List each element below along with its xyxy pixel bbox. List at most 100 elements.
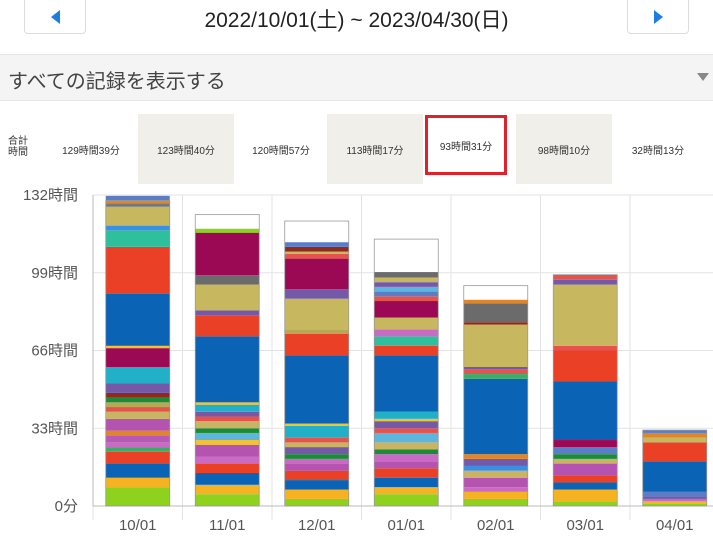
bar-segment bbox=[195, 440, 260, 445]
bar-segment bbox=[284, 242, 349, 247]
bar-segment bbox=[105, 451, 170, 464]
x-tick-label: 11/01 bbox=[209, 517, 245, 534]
bar-segment bbox=[463, 477, 528, 488]
bar-segment bbox=[374, 345, 439, 356]
bar-segment bbox=[374, 355, 439, 412]
bar-outline bbox=[552, 274, 618, 507]
x-tick-label: 03/01 bbox=[566, 517, 604, 534]
bar-segment bbox=[553, 458, 618, 464]
total-cell-3[interactable]: 120時間57分 bbox=[252, 145, 310, 157]
bar-segment bbox=[374, 329, 439, 337]
bar-segment bbox=[463, 322, 528, 325]
bar-segment bbox=[374, 442, 439, 450]
bar-segment bbox=[284, 489, 349, 499]
bar-segment bbox=[195, 463, 260, 474]
bar-segment bbox=[642, 496, 707, 499]
bar-segment bbox=[553, 279, 618, 285]
bar-segment bbox=[553, 284, 618, 346]
y-tick-label: 66時間 bbox=[31, 343, 78, 360]
bar-segment bbox=[374, 277, 439, 283]
bar-segment bbox=[553, 447, 618, 455]
bar-segment bbox=[553, 274, 618, 280]
total-cell-4[interactable]: 113時間17分 bbox=[327, 114, 423, 184]
bar-segment bbox=[105, 392, 170, 398]
bar-segment bbox=[195, 404, 260, 412]
bar-segment bbox=[195, 284, 260, 311]
total-cell-5[interactable]: 93時間31分 bbox=[425, 115, 507, 175]
bar-segment bbox=[553, 350, 618, 382]
y-tick-label: 0分 bbox=[55, 498, 78, 515]
bar-segment bbox=[105, 203, 170, 207]
header-bar: 2022/10/01(土) ~ 2023/04/30(日) bbox=[0, 0, 713, 50]
bar-segment bbox=[374, 336, 439, 346]
bar-segment bbox=[284, 437, 349, 443]
bar-segment bbox=[553, 381, 618, 441]
bar-segment bbox=[374, 432, 439, 443]
bar-segment bbox=[105, 200, 170, 204]
next-period-button[interactable] bbox=[627, 0, 689, 34]
bar-segment bbox=[195, 428, 260, 433]
previous-period-button[interactable] bbox=[24, 0, 86, 34]
bar-segment bbox=[374, 282, 439, 287]
record-filter-dropdown[interactable]: すべての記録を表示する bbox=[0, 54, 713, 101]
bar-segment bbox=[374, 418, 439, 422]
bar-segment bbox=[284, 470, 349, 481]
bar-segment bbox=[374, 494, 439, 506]
bar-outline bbox=[194, 214, 260, 507]
totals-label-line1: 合計 bbox=[8, 136, 28, 147]
totals-label-line2: 時間 bbox=[8, 147, 28, 158]
bar-segment bbox=[195, 315, 260, 337]
bar-segment bbox=[553, 463, 618, 476]
totals-label: 合計 時間 bbox=[8, 136, 28, 158]
bar-segment bbox=[463, 454, 528, 459]
total-cell-6[interactable]: 98時間10分 bbox=[516, 114, 612, 184]
bar-segment bbox=[105, 477, 170, 488]
total-cell-7[interactable]: 32時間13分 bbox=[631, 145, 685, 157]
bar-segment bbox=[374, 411, 439, 419]
bar-segment bbox=[463, 303, 528, 323]
bar-segment bbox=[553, 501, 618, 506]
bar-segment bbox=[463, 465, 528, 471]
bar-outline bbox=[105, 200, 171, 507]
total-cell-1[interactable]: 129時間39分 bbox=[62, 145, 120, 157]
bar-segment bbox=[374, 461, 439, 469]
bar-segment bbox=[105, 487, 170, 506]
bar-segment bbox=[105, 348, 170, 367]
bar-outline bbox=[284, 220, 350, 507]
arrow-right-icon bbox=[653, 9, 663, 24]
bar-segment bbox=[284, 329, 349, 335]
bar-segment bbox=[195, 456, 260, 464]
bar-segment bbox=[284, 246, 349, 252]
bar-segment bbox=[642, 430, 707, 433]
bar-segment bbox=[195, 310, 260, 316]
bar-segment bbox=[553, 475, 618, 483]
bar-segment bbox=[374, 272, 439, 278]
bar-segment bbox=[105, 225, 170, 231]
caret-down-icon bbox=[697, 73, 709, 81]
bar-segment bbox=[374, 428, 439, 433]
bar-segment bbox=[195, 416, 260, 422]
bar-segment bbox=[284, 251, 349, 254]
arrow-left-icon bbox=[50, 9, 60, 24]
bar-segment bbox=[284, 298, 349, 330]
x-tick-label: 10/01 bbox=[119, 517, 157, 534]
bar-segment bbox=[105, 246, 170, 294]
bar-segment bbox=[195, 232, 260, 276]
bar-segment bbox=[195, 411, 260, 417]
bar-segment bbox=[463, 491, 528, 499]
bar-segment bbox=[463, 369, 528, 375]
bar-segment bbox=[284, 334, 349, 356]
bar-segment bbox=[463, 378, 528, 455]
bar-segment bbox=[374, 449, 439, 455]
bar-segment bbox=[195, 494, 260, 506]
bar-segment bbox=[553, 345, 618, 351]
bar-segment bbox=[284, 355, 349, 424]
bar-segment bbox=[642, 432, 707, 438]
bar-segment bbox=[105, 230, 170, 247]
bar-segment bbox=[105, 435, 170, 443]
bar-segment bbox=[463, 498, 528, 506]
total-cell-2[interactable]: 123時間40分 bbox=[138, 114, 234, 184]
bar-segment bbox=[463, 374, 528, 379]
bar-segment bbox=[553, 440, 618, 448]
bar-segment bbox=[374, 301, 439, 318]
